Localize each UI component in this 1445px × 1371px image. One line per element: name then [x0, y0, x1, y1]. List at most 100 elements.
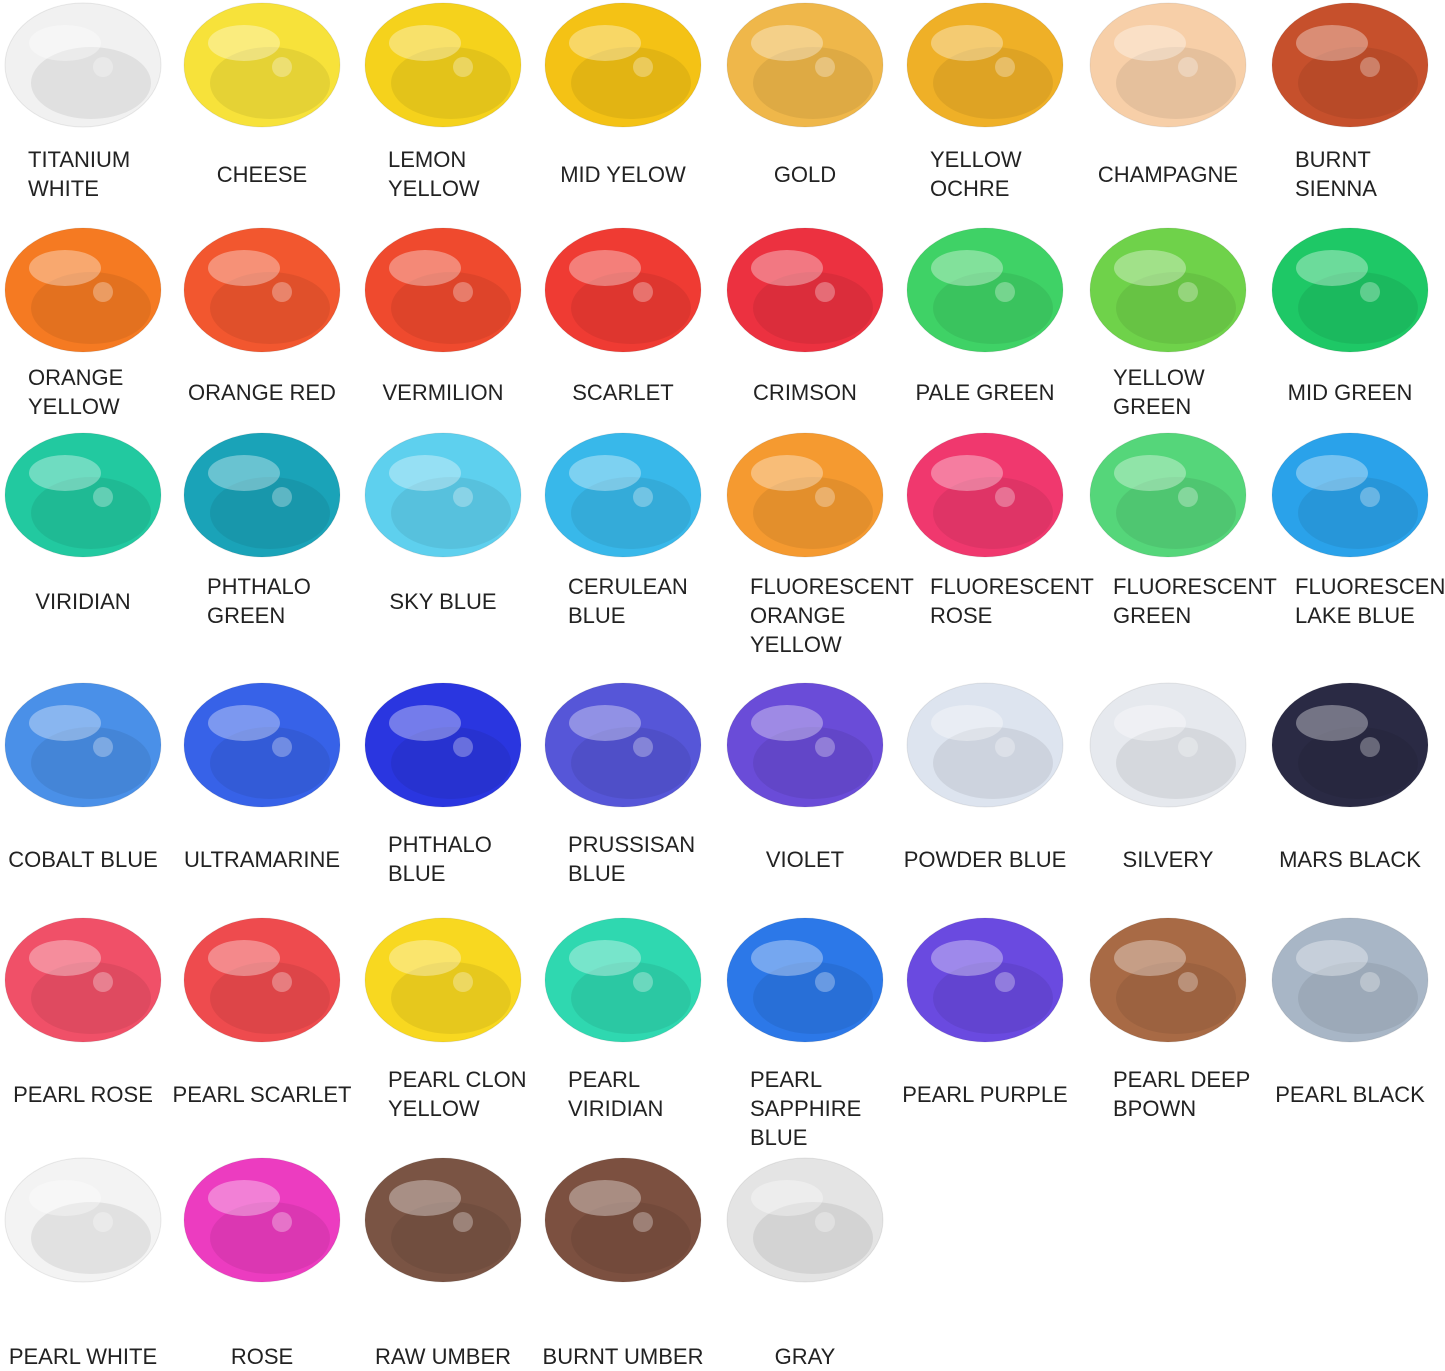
- swatch-label: LAKE BLUE: [1295, 603, 1415, 628]
- swatch-label: BLUE: [750, 1125, 807, 1150]
- blob-highlight: [1296, 455, 1368, 491]
- blob-highlight: [1296, 250, 1368, 286]
- swatch-label: LEMON: [388, 147, 466, 172]
- blob-highlight: [1114, 705, 1186, 741]
- swatch: PEARL SCARLET: [173, 917, 351, 1107]
- swatch: PEARL BLACK: [1271, 917, 1429, 1107]
- blob-shade: [753, 962, 873, 1034]
- paint-blob: [1271, 682, 1429, 808]
- swatch: MID YELOW: [544, 2, 702, 187]
- blob-drop: [93, 57, 113, 77]
- blob-drop: [633, 57, 653, 77]
- blob-shade: [933, 47, 1053, 119]
- blob-highlight: [1296, 25, 1368, 61]
- swatch: SKY BLUE: [364, 432, 522, 614]
- blob-highlight: [29, 25, 101, 61]
- swatch-label: SILVERY: [1123, 847, 1214, 872]
- swatch: PEARL PURPLE: [902, 917, 1068, 1107]
- swatch-label: VIOLET: [766, 847, 844, 872]
- paint-blob: [1089, 432, 1247, 558]
- swatch-label: PHTHALO: [388, 832, 492, 857]
- paint-blob: [1089, 227, 1247, 353]
- blob-shade: [1298, 962, 1418, 1034]
- blob-drop: [93, 1212, 113, 1232]
- blob-highlight: [389, 1180, 461, 1216]
- blob-highlight: [931, 940, 1003, 976]
- swatch: FLUORESCENT LAKE BLUE: [1271, 432, 1445, 628]
- paint-blob: [544, 432, 702, 558]
- blob-shade: [571, 272, 691, 344]
- paint-blob: [1271, 227, 1429, 353]
- swatch: BURNT SIENNA: [1271, 2, 1429, 201]
- blob-drop: [453, 57, 473, 77]
- blob-drop: [1178, 282, 1198, 302]
- blob-shade: [391, 727, 511, 799]
- blob-shade: [391, 272, 511, 344]
- blob-highlight: [569, 25, 641, 61]
- blob-drop: [1178, 972, 1198, 992]
- blob-drop: [1360, 282, 1380, 302]
- swatch-label: VIRIDIAN: [568, 1096, 663, 1121]
- blob-drop: [453, 487, 473, 507]
- blob-shade: [933, 272, 1053, 344]
- blob-drop: [272, 57, 292, 77]
- swatch-label: SAPPHIRE: [750, 1096, 861, 1121]
- blob-shade: [933, 962, 1053, 1034]
- blob-shade: [31, 727, 151, 799]
- blob-drop: [995, 487, 1015, 507]
- blob-highlight: [208, 25, 280, 61]
- blob-shade: [31, 477, 151, 549]
- swatch-label: BLUE: [568, 861, 625, 886]
- swatch: ORANGE RED: [183, 227, 341, 405]
- swatch: MARS BLACK: [1271, 682, 1429, 872]
- blob-drop: [93, 737, 113, 757]
- blob-drop: [453, 1212, 473, 1232]
- blob-shade: [571, 727, 691, 799]
- blob-highlight: [1296, 940, 1368, 976]
- swatch-label: SCARLET: [572, 380, 673, 405]
- blob-highlight: [1114, 250, 1186, 286]
- swatch: RAW UMBER: [364, 1157, 522, 1369]
- swatch-label: OCHRE: [930, 176, 1009, 201]
- blob-highlight: [29, 455, 101, 491]
- blob-drop: [1178, 487, 1198, 507]
- swatch-label: ORANGE: [750, 603, 845, 628]
- blob-highlight: [751, 705, 823, 741]
- blob-shade: [391, 962, 511, 1034]
- swatch-label: SKY BLUE: [389, 589, 496, 614]
- swatch-label: PEARL: [568, 1067, 640, 1092]
- swatch-label: ORANGE: [28, 365, 123, 390]
- blob-highlight: [569, 455, 641, 491]
- swatch-label: ROSE: [231, 1344, 293, 1369]
- swatch-label: POWDER BLUE: [904, 847, 1067, 872]
- swatch-label: PEARL PURPLE: [902, 1082, 1067, 1107]
- blob-highlight: [931, 25, 1003, 61]
- blob-shade: [753, 477, 873, 549]
- swatch-label: COBALT BLUE: [8, 847, 158, 872]
- blob-drop: [272, 737, 292, 757]
- swatch-label: BLUE: [568, 603, 625, 628]
- blob-drop: [93, 487, 113, 507]
- paint-blob: [544, 917, 702, 1043]
- blob-shade: [1298, 272, 1418, 344]
- swatch: PEARL VIRIDIAN: [544, 917, 702, 1121]
- blob-shade: [31, 962, 151, 1034]
- blob-drop: [93, 282, 113, 302]
- blob-highlight: [931, 250, 1003, 286]
- swatch-label: PRUSSISAN: [568, 832, 695, 857]
- paint-blob: [364, 227, 522, 353]
- blob-drop: [995, 282, 1015, 302]
- blob-highlight: [931, 455, 1003, 491]
- swatch-label: RAW UMBER: [375, 1344, 511, 1369]
- swatch-label: PHTHALO: [207, 574, 311, 599]
- paint-blob: [726, 432, 884, 558]
- swatch: GOLD: [726, 2, 884, 187]
- swatch: POWDER BLUE: [904, 682, 1067, 872]
- swatch: VERMILION: [364, 227, 522, 405]
- blob-highlight: [1114, 940, 1186, 976]
- swatch-label: VIRIDIAN: [35, 589, 130, 614]
- swatch: PHTHALO BLUE: [364, 682, 522, 886]
- blob-shade: [31, 272, 151, 344]
- paint-blob: [4, 2, 162, 128]
